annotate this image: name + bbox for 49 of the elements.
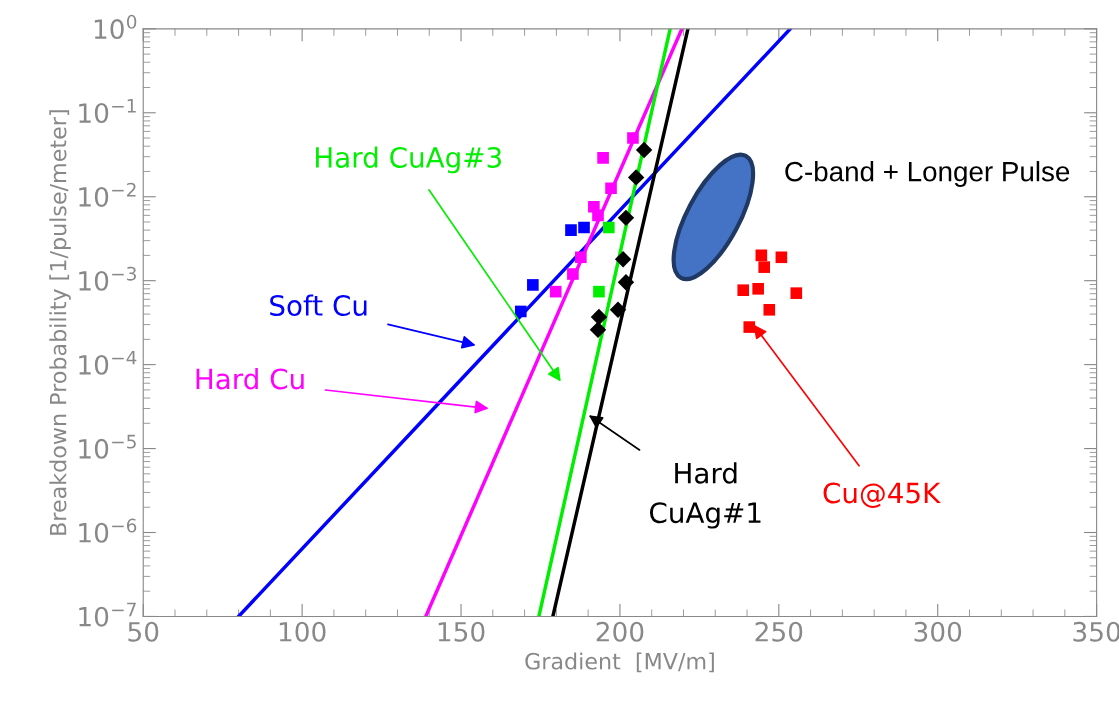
point: [627, 169, 645, 186]
point: [614, 251, 632, 268]
y-tick-label: 10$^{−2}$: [79, 182, 136, 207]
point: [617, 273, 635, 291]
point: [567, 268, 579, 280]
point: [790, 287, 803, 299]
x-axis-title: Gradient [MV/m]: [525, 652, 714, 673]
point: [514, 305, 527, 318]
annotation: C-band + Longer Pulse: [785, 161, 1070, 187]
text: Hard CuAg#1: [650, 462, 761, 529]
point: [565, 224, 577, 236]
point: [627, 132, 639, 144]
y-tick-label: 10$^{−6}$: [79, 518, 137, 543]
point: [589, 321, 607, 338]
point: [592, 209, 604, 222]
point: [527, 279, 539, 291]
y-tick-label: 10$^{−3}$: [79, 266, 136, 291]
y-tick-label: 10$^{−4}$: [79, 350, 137, 375]
point: [758, 261, 771, 273]
point: [609, 301, 627, 318]
x-tick-label: 300: [914, 621, 962, 642]
text: Hard CuAg#3: [316, 146, 501, 174]
text: Cu@45K: [823, 482, 941, 508]
point: [590, 308, 608, 326]
point: [597, 152, 609, 164]
point: [617, 209, 635, 227]
point: [549, 285, 562, 298]
point: [775, 251, 788, 264]
y-tick-label: 10$^{0}$: [94, 14, 137, 40]
x-tick-label: 200: [596, 621, 644, 642]
point: [635, 141, 653, 159]
point: [605, 182, 617, 195]
y-tick-label: 10$^{−1}$: [79, 99, 136, 124]
point: [578, 221, 590, 234]
point: [737, 284, 750, 297]
text: Hard Cu: [196, 367, 304, 390]
x-tick-label: 100: [279, 621, 326, 642]
text: Soft Cu: [270, 294, 367, 317]
point: [752, 283, 764, 295]
point: [575, 251, 587, 264]
y-axis-title: Breakdown Probability [1/pulse/meter]: [49, 110, 71, 535]
point: [602, 221, 615, 234]
x-tick-label: 150: [438, 621, 485, 642]
x-tick-label: 250: [755, 621, 803, 642]
y-tick-label: 10$^{−5}$: [79, 434, 136, 459]
point: [593, 285, 605, 298]
point: [743, 321, 756, 333]
point: [763, 303, 776, 316]
point: [755, 249, 768, 262]
